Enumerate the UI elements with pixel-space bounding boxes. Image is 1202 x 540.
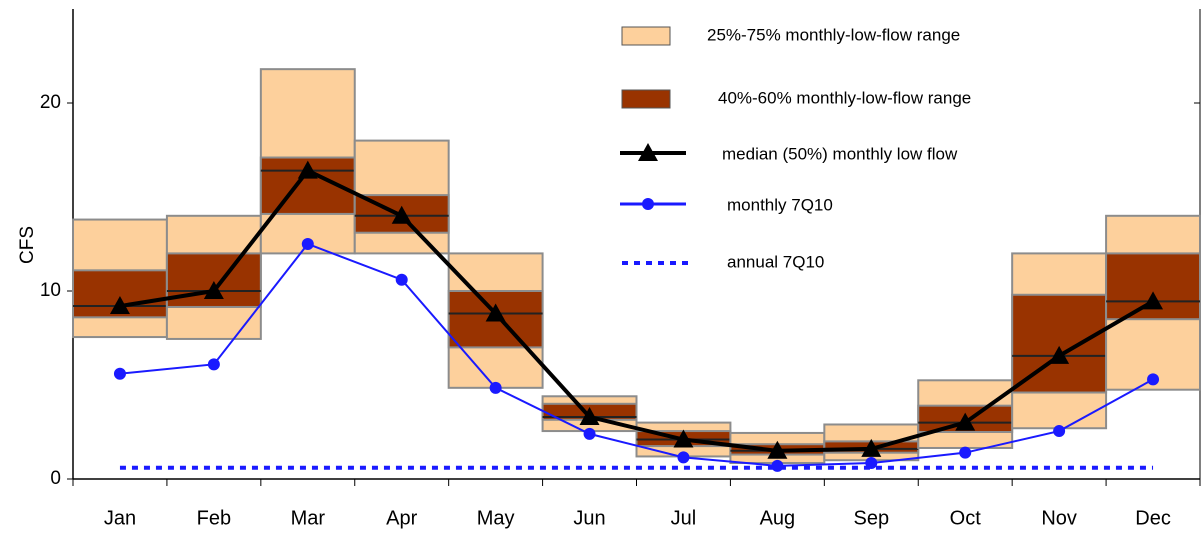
marker xyxy=(485,303,506,322)
marker xyxy=(583,427,596,440)
marker xyxy=(113,367,126,380)
x-tick-label: Jan xyxy=(104,507,136,529)
marker xyxy=(1049,345,1070,364)
y-tick-label: 20 xyxy=(40,92,61,113)
legend-label: 40%-60% monthly-low-flow range xyxy=(718,88,971,107)
legend-swatch xyxy=(621,26,671,46)
legend-label: monthly 7Q10 xyxy=(727,195,833,214)
marker xyxy=(203,281,224,299)
x-tick-label: Mar xyxy=(291,507,326,529)
marker xyxy=(109,296,130,315)
marker xyxy=(861,438,882,457)
marker xyxy=(1147,373,1160,386)
y-tick-label: 0 xyxy=(50,468,61,489)
marker xyxy=(297,160,318,179)
x-tick-label: Aug xyxy=(760,507,796,529)
marker xyxy=(955,412,976,431)
marker xyxy=(771,459,784,472)
x-tick-label: Dec xyxy=(1135,507,1171,529)
legend-label: median (50%) monthly low flow xyxy=(722,144,958,163)
marker xyxy=(767,440,788,459)
x-tick-label: Nov xyxy=(1041,507,1077,529)
x-tick-label: Jul xyxy=(671,507,697,529)
legend-label: annual 7Q10 xyxy=(727,252,824,271)
x-tick-label: Sep xyxy=(853,507,889,529)
marker xyxy=(959,446,972,459)
marker xyxy=(1053,425,1066,438)
marker xyxy=(207,358,220,371)
y-axis-label: CFS xyxy=(17,226,38,264)
series-line xyxy=(119,168,1155,453)
marker xyxy=(865,457,878,470)
legend-label: 25%-75% monthly-low-flow range xyxy=(707,25,960,44)
legend-swatch xyxy=(621,89,671,109)
marker xyxy=(395,273,408,286)
x-tick-label: Apr xyxy=(386,507,417,529)
marker xyxy=(642,198,654,210)
x-tick-label: May xyxy=(477,507,515,529)
marker xyxy=(391,205,412,224)
marker xyxy=(1143,291,1164,310)
marker xyxy=(489,381,502,394)
series-line xyxy=(119,242,1154,467)
x-tick-label: Jun xyxy=(573,507,605,529)
marker xyxy=(677,451,690,464)
y-tick-label: 10 xyxy=(40,280,61,301)
marker xyxy=(579,406,600,425)
marker xyxy=(673,429,694,448)
x-tick-label: Oct xyxy=(950,507,982,529)
marker xyxy=(301,238,314,250)
marker xyxy=(638,143,658,161)
x-tick-label: Feb xyxy=(197,507,231,529)
